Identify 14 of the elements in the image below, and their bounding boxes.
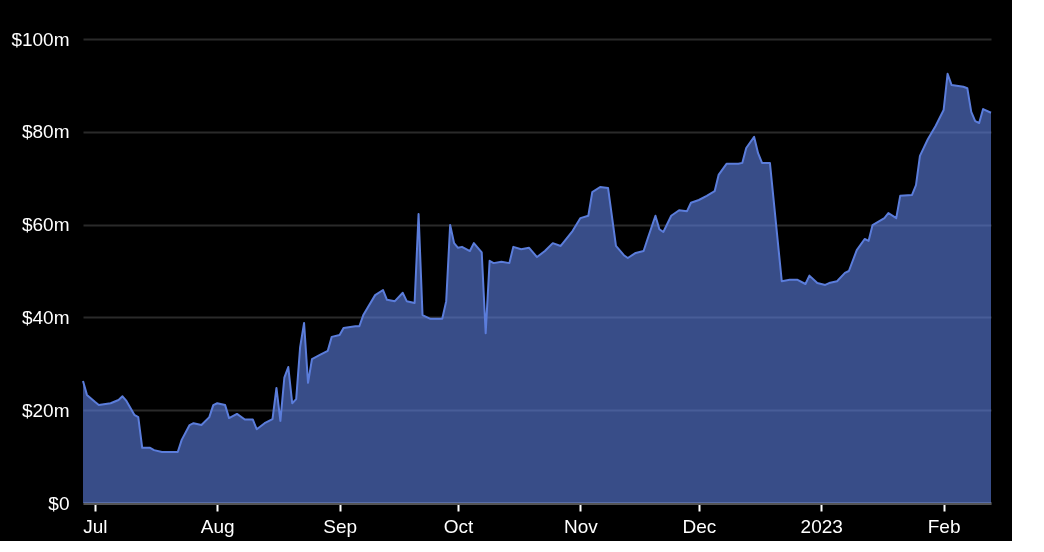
- x-tick-label: Jul: [83, 515, 108, 537]
- y-tick-label: $80m: [21, 121, 70, 143]
- x-tick-label: Aug: [200, 515, 235, 537]
- x-tick-label: Dec: [682, 515, 717, 537]
- y-tick-label: $0: [48, 492, 70, 514]
- y-tick-label: $40m: [21, 306, 70, 328]
- x-tick-label: Oct: [443, 515, 475, 537]
- y-tick-label: $20m: [21, 399, 70, 421]
- x-tick-label: Feb: [927, 515, 961, 537]
- x-tick-label: 2023: [800, 515, 843, 537]
- y-tick-label: $60m: [21, 214, 70, 236]
- x-tick-label: Nov: [564, 515, 599, 537]
- x-tick-label: Sep: [323, 515, 358, 537]
- y-tick-label: $100m: [11, 28, 70, 50]
